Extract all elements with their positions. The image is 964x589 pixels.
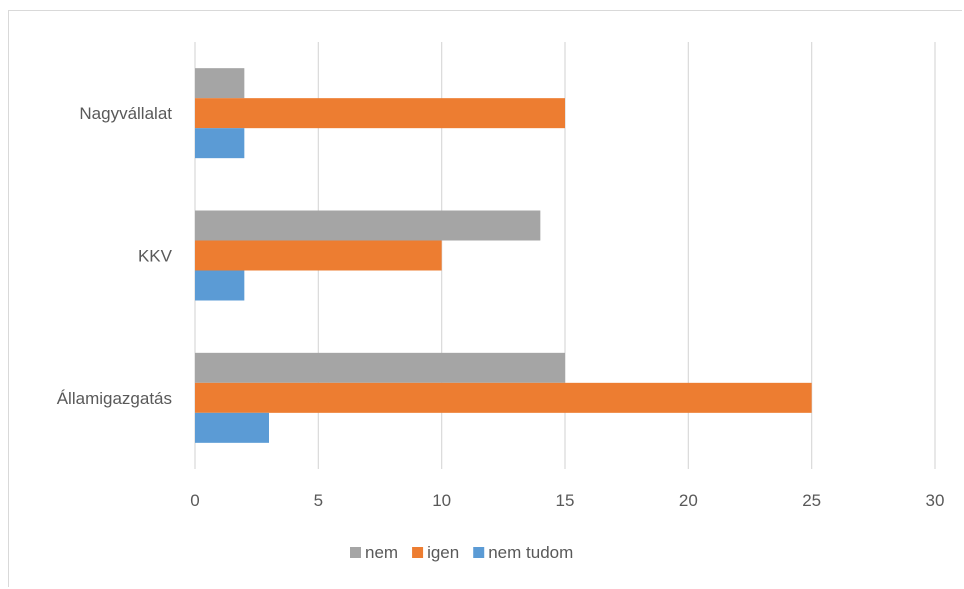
bar-igen-1 [195, 240, 442, 271]
bar-nem-tudom-0 [195, 128, 245, 159]
bar-nem-tudom-2 [195, 412, 269, 443]
bar-nem-2 [195, 352, 565, 383]
bar-igen-0 [195, 98, 565, 129]
x-tick-labels: 0 5 10 15 20 25 30 [190, 491, 944, 510]
legend-item-nem: nem [350, 543, 398, 562]
bar-igen-2 [195, 382, 812, 413]
legend-item-nem-tudom: nem tudom [473, 543, 573, 562]
x-tick-label: 30 [926, 491, 945, 510]
x-tick-label: 25 [802, 491, 821, 510]
legend-swatch [412, 547, 424, 558]
x-tick-label: 20 [679, 491, 698, 510]
legend-swatch [473, 547, 485, 558]
chart-frame [8, 10, 962, 587]
category-label: Nagyvállalat [79, 104, 172, 123]
category-labels: Nagyvállalat KKV Államigazgatás [57, 104, 173, 408]
legend: nem igen nem tudom [350, 543, 573, 562]
bars [195, 68, 812, 443]
category-label: KKV [138, 247, 173, 266]
legend-item-igen: igen [412, 543, 459, 562]
bar-nem-1 [195, 210, 541, 241]
category-label: Államigazgatás [57, 389, 172, 408]
legend-label: nem [365, 543, 398, 562]
bar-nem-0 [195, 68, 245, 99]
x-tick-label: 5 [314, 491, 323, 510]
x-tick-label: 15 [556, 491, 575, 510]
legend-swatch [350, 547, 361, 558]
legend-label: igen [427, 543, 459, 562]
x-tick-label: 0 [190, 491, 199, 510]
bar-nem-tudom-1 [195, 270, 245, 301]
x-tick-label: 10 [432, 491, 451, 510]
legend-label: nem tudom [488, 543, 573, 562]
